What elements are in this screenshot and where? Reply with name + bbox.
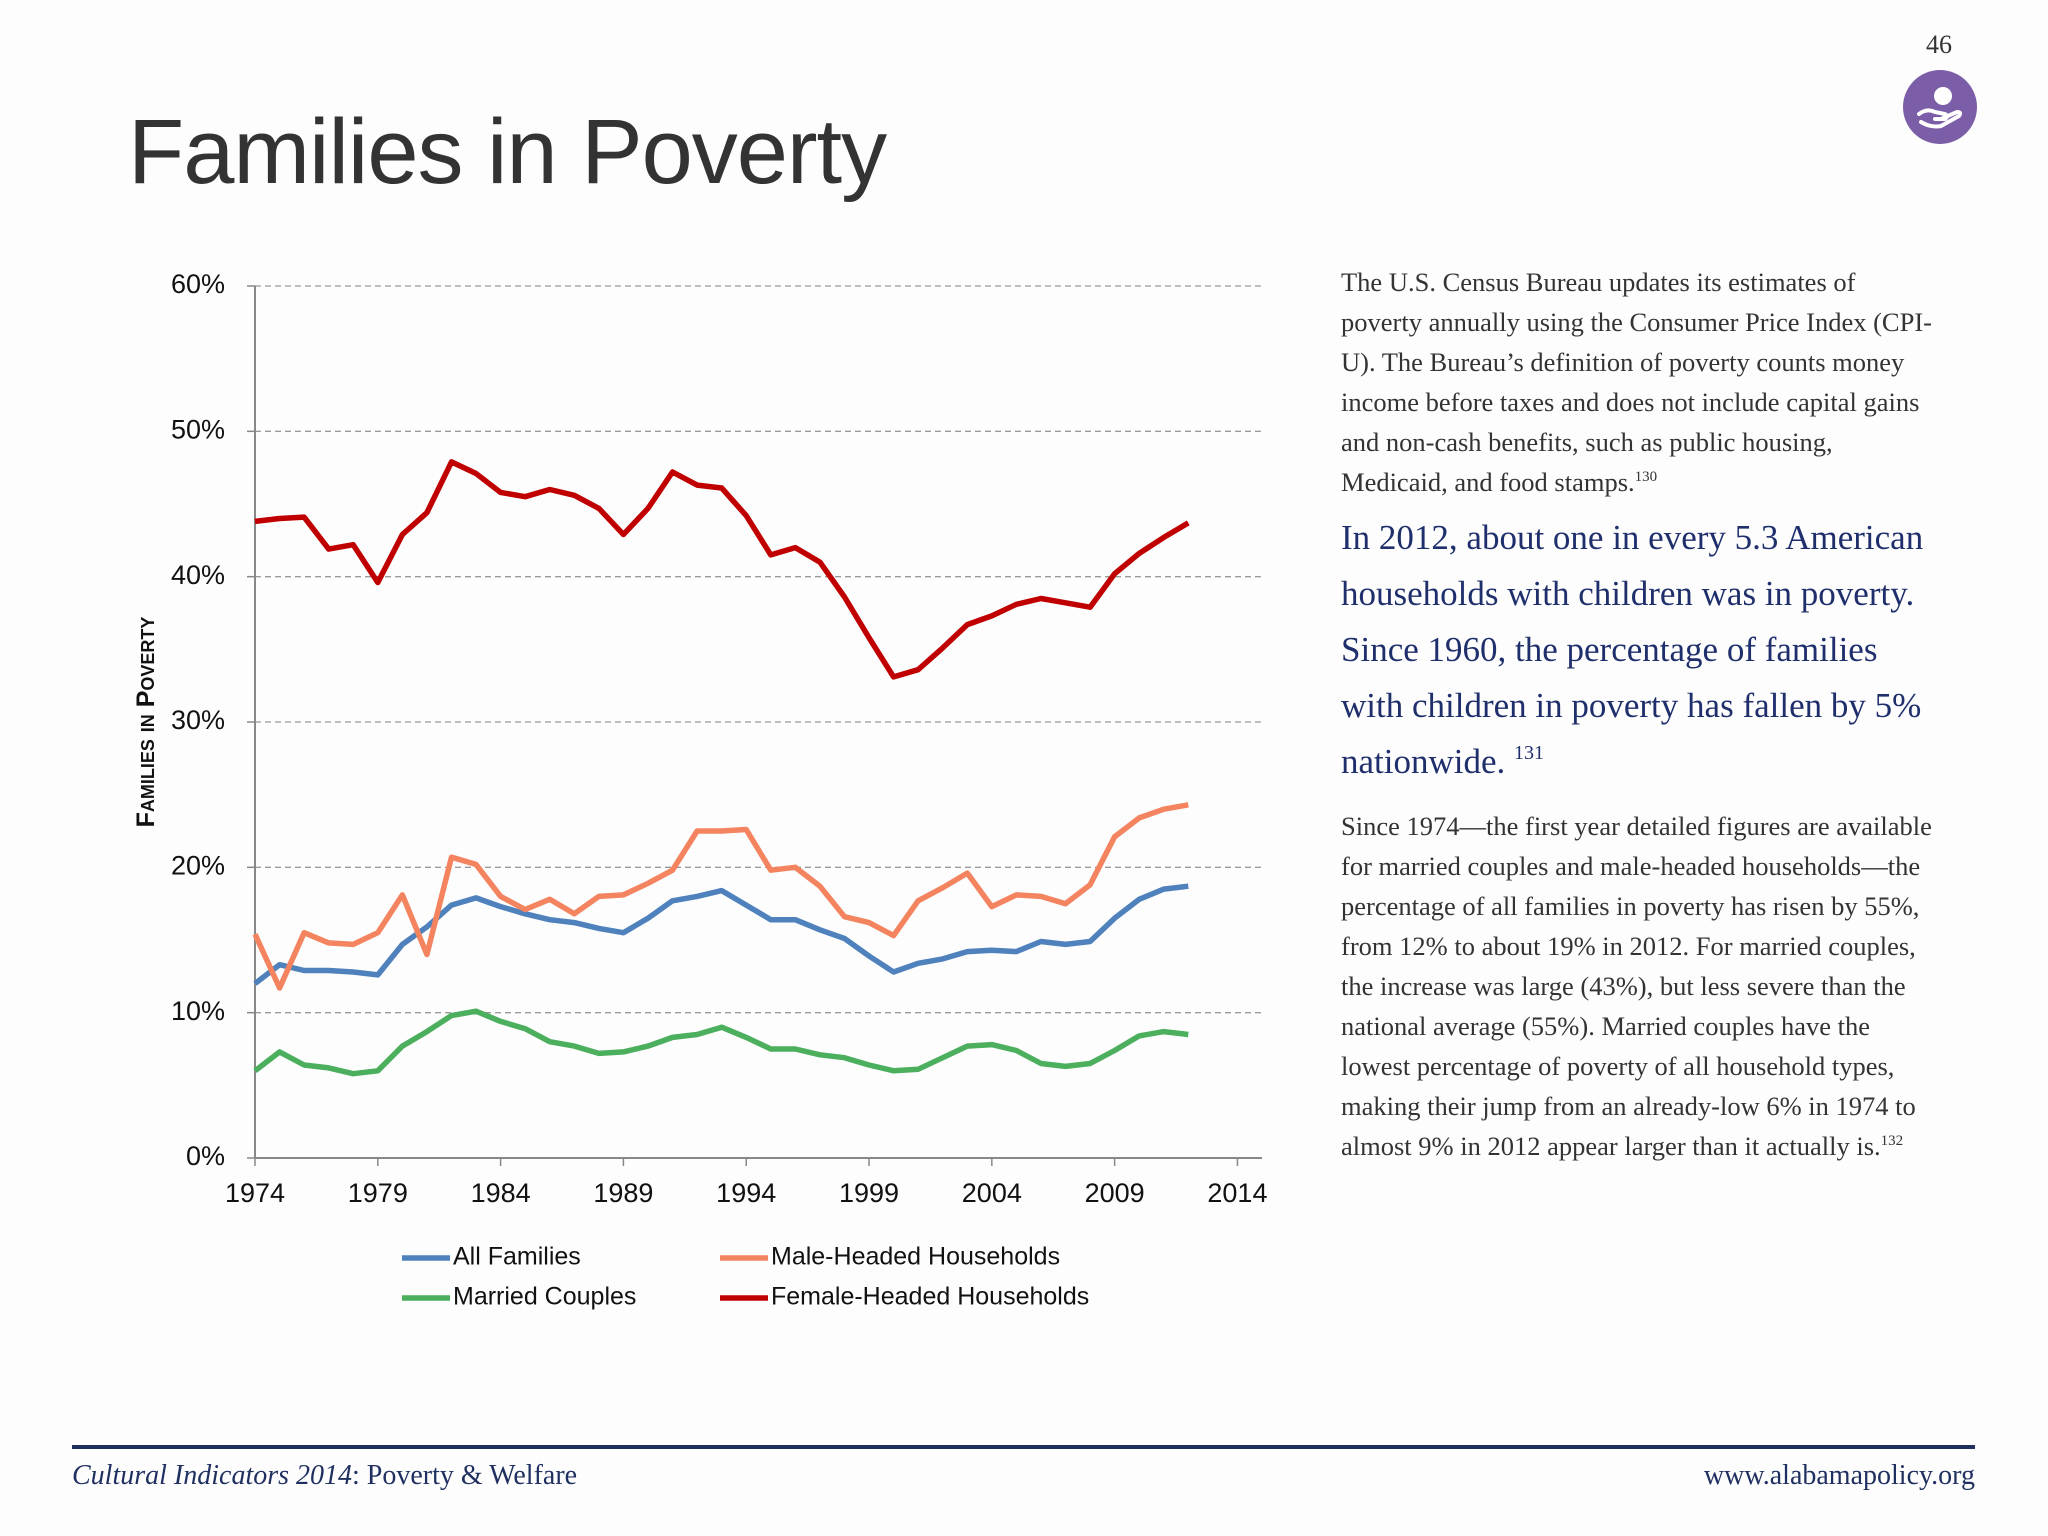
y-tick-label: 10%	[171, 996, 225, 1026]
legend-label: All Families	[453, 1243, 581, 1271]
callout-text: In 2012, about one in every 5.3 American…	[1341, 518, 1924, 781]
footnote-ref: 131	[1514, 742, 1545, 764]
paragraph: Since 1974—the first year detailed figur…	[1341, 806, 1941, 1166]
x-tick-label: 1999	[839, 1178, 899, 1208]
series-line	[252, 802, 1189, 991]
section: : Poverty & Welfare	[352, 1460, 578, 1491]
x-tick-label: 1974	[225, 1178, 285, 1208]
x-tick-label: 2004	[962, 1178, 1022, 1208]
series-line	[254, 459, 1190, 680]
legend-label: Married Couples	[453, 1283, 636, 1311]
x-tick-label: 1989	[593, 1178, 653, 1208]
chart: 0% 10% 20% 30% 40% 50% 60% 1974 1979 1984 1989 1994…	[132, 269, 1267, 1311]
publication: Cultural Indicators 2014	[72, 1460, 353, 1491]
footnote-ref: 130	[1634, 469, 1658, 485]
paragraph: The U.S. Census Bureau updates its estim…	[1341, 262, 1941, 502]
x-tick-label: 2014	[1207, 1178, 1267, 1208]
page-title: Families in Poverty	[128, 101, 887, 203]
x-tick-label: 1979	[348, 1178, 408, 1208]
y-tick-label: 20%	[171, 850, 225, 880]
legend-label: Male-Headed Households	[771, 1243, 1060, 1271]
x-tick-label: 2009	[1085, 1178, 1145, 1208]
y-tick-label: 40%	[171, 560, 225, 590]
footer-url: www.alabamapolicy.org	[1703, 1460, 1975, 1491]
series-line	[253, 1008, 1189, 1077]
legend-label: Female-Headed Households	[771, 1283, 1089, 1311]
y-tick-label: 30%	[171, 705, 225, 735]
x-tick-label: 1994	[716, 1178, 776, 1208]
paragraph-text: Since 1974—the first year detailed figur…	[1341, 811, 1932, 1161]
x-tick-label: 1984	[471, 1178, 531, 1208]
y-axis-label: Families in Poverty	[132, 617, 160, 828]
footer-rule	[72, 1445, 1975, 1449]
y-tick-label: 60%	[171, 269, 225, 299]
series-line	[253, 883, 1189, 986]
paragraph-text: The U.S. Census Bureau updates its estim…	[1341, 267, 1932, 497]
y-tick-label: 50%	[171, 414, 225, 444]
section-icon	[1903, 70, 1977, 144]
footer-left: Cultural Indicators 2014: Poverty & Welf…	[72, 1460, 577, 1492]
callout: In 2012, about one in every 5.3 American…	[1341, 510, 1941, 790]
y-tick-label: 0%	[186, 1141, 225, 1171]
footnote-ref: 132	[1880, 1133, 1904, 1149]
page-number: 46	[1926, 30, 1952, 59]
